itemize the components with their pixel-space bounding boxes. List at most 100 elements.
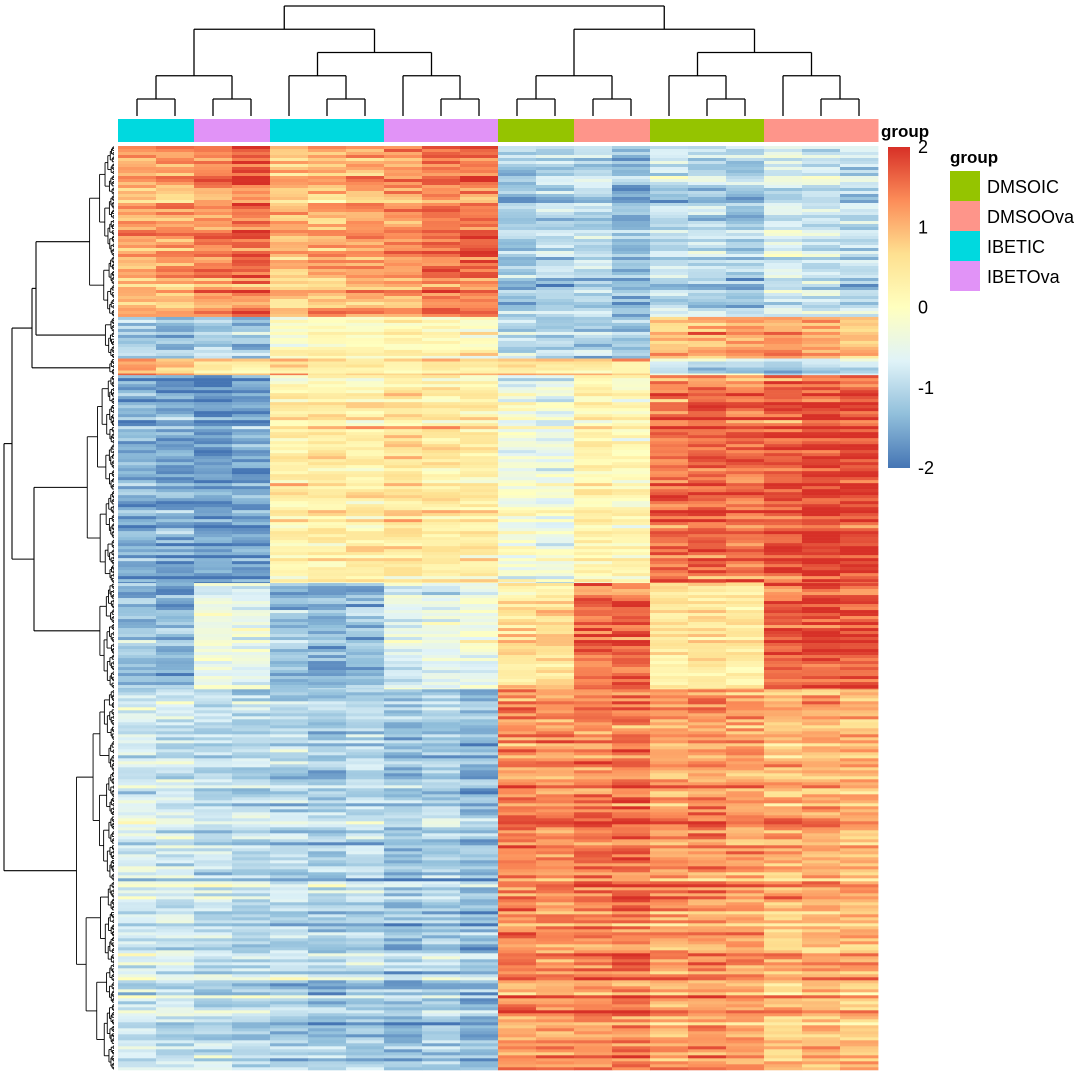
heatmap-cell bbox=[840, 299, 879, 303]
heatmap-cell bbox=[688, 384, 727, 388]
heatmap-cell bbox=[270, 558, 309, 562]
heatmap-cell bbox=[612, 248, 651, 252]
heatmap-cell bbox=[764, 408, 803, 412]
heatmap-cell bbox=[118, 381, 157, 385]
heatmap-cell bbox=[194, 239, 233, 243]
heatmap-cell bbox=[422, 290, 461, 294]
heatmap-cell bbox=[840, 589, 879, 593]
heatmap-cell bbox=[726, 299, 765, 303]
heatmap-cell bbox=[840, 146, 879, 150]
row-dendrogram bbox=[3, 146, 114, 1070]
heatmap-cell bbox=[422, 296, 461, 300]
heatmap-cell bbox=[270, 206, 309, 210]
heatmap-cell bbox=[612, 516, 651, 520]
heatmap-cell bbox=[346, 522, 385, 526]
heatmap-cell bbox=[308, 233, 347, 237]
heatmap-cell bbox=[346, 579, 385, 583]
heatmap-cell bbox=[840, 212, 879, 216]
heatmap-cell bbox=[764, 462, 803, 466]
heatmap-cell bbox=[650, 367, 689, 371]
heatmap-cell bbox=[536, 375, 575, 379]
heatmap-cell bbox=[194, 254, 233, 258]
heatmap-cell bbox=[194, 275, 233, 279]
heatmap-cell bbox=[612, 176, 651, 180]
heatmap-cell bbox=[574, 462, 613, 466]
heatmap-cell bbox=[726, 203, 765, 207]
heatmap-cell bbox=[422, 316, 461, 321]
heatmap-cell bbox=[688, 658, 727, 662]
heatmap-cell bbox=[194, 555, 233, 559]
heatmap-cell bbox=[270, 352, 309, 357]
heatmap-cell bbox=[232, 543, 271, 547]
heatmap-cell bbox=[764, 564, 803, 568]
heatmap-cell bbox=[802, 245, 841, 249]
heatmap-cell bbox=[650, 628, 689, 632]
heatmap-cell bbox=[384, 170, 423, 174]
heatmap-cell bbox=[498, 152, 537, 156]
heatmap-cell bbox=[612, 573, 651, 577]
heatmap-cell bbox=[840, 643, 879, 647]
heatmap-cell bbox=[498, 248, 537, 252]
heatmap-cell bbox=[574, 233, 613, 237]
heatmap-cell bbox=[536, 655, 575, 659]
heatmap-cell bbox=[802, 161, 841, 165]
heatmap-cell bbox=[384, 164, 423, 168]
heatmap-cell bbox=[802, 302, 841, 306]
heatmap-cell bbox=[422, 346, 461, 351]
heatmap-cell bbox=[194, 474, 233, 478]
heatmap-cell bbox=[346, 296, 385, 300]
heatmap-cell bbox=[498, 583, 537, 587]
heatmap-cell bbox=[650, 573, 689, 577]
heatmap-cell bbox=[498, 179, 537, 183]
heatmap-cell bbox=[688, 555, 727, 559]
heatmap-cell bbox=[802, 346, 841, 351]
heatmap-cell bbox=[574, 399, 613, 403]
heatmap-cell bbox=[270, 316, 309, 321]
heatmap-cell bbox=[574, 158, 613, 162]
heatmap-cell bbox=[574, 474, 613, 478]
heatmap-cell bbox=[688, 257, 727, 261]
heatmap-cell bbox=[460, 579, 499, 583]
heatmap-cell bbox=[156, 331, 195, 336]
heatmap-cell bbox=[764, 546, 803, 550]
heatmap-cell bbox=[384, 423, 423, 427]
heatmap-cell bbox=[802, 661, 841, 665]
heatmap-cell bbox=[194, 628, 233, 632]
heatmap-cell bbox=[802, 474, 841, 478]
heatmap-cell bbox=[118, 254, 157, 258]
heatmap-cell bbox=[460, 221, 499, 225]
heatmap-cell bbox=[802, 152, 841, 156]
heatmap-cell bbox=[764, 586, 803, 590]
heatmap-cell bbox=[840, 595, 879, 599]
heatmap-cell bbox=[422, 170, 461, 174]
heatmap-cell bbox=[612, 161, 651, 165]
heatmap-cell bbox=[764, 224, 803, 228]
heatmap-cell bbox=[156, 340, 195, 345]
heatmap-cell bbox=[574, 227, 613, 231]
heatmap-cell bbox=[498, 438, 537, 442]
heatmap-cell bbox=[764, 486, 803, 490]
heatmap-cell bbox=[498, 367, 537, 371]
heatmap-cell bbox=[612, 179, 651, 183]
heatmap-cell bbox=[118, 275, 157, 279]
heatmap-cell bbox=[726, 230, 765, 234]
heatmap-cell bbox=[764, 465, 803, 469]
heatmap-cell bbox=[308, 322, 347, 327]
heatmap-cell bbox=[840, 498, 879, 502]
heatmap-cell bbox=[764, 251, 803, 255]
heatmap-cell bbox=[688, 200, 727, 204]
heatmap-cell bbox=[536, 552, 575, 556]
heatmap-cell bbox=[688, 281, 727, 285]
heatmap-cell bbox=[650, 200, 689, 204]
heatmap-cell bbox=[156, 498, 195, 502]
heatmap-cell bbox=[840, 311, 879, 315]
heatmap-cell bbox=[612, 242, 651, 246]
heatmap-cell bbox=[308, 364, 347, 368]
heatmap-cell bbox=[460, 305, 499, 309]
heatmap-cell bbox=[802, 218, 841, 222]
heatmap-cell bbox=[346, 311, 385, 315]
heatmap-cell bbox=[688, 358, 727, 362]
heatmap-cell bbox=[688, 302, 727, 306]
heatmap-cell bbox=[308, 308, 347, 312]
